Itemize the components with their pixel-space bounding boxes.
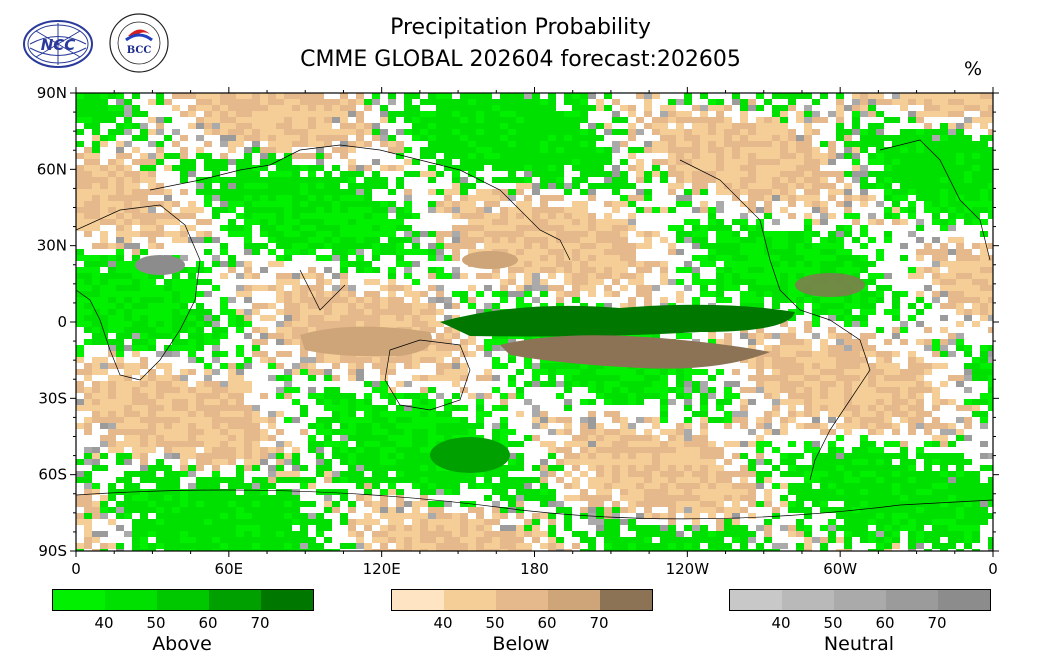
colorbar-neutral-tick: 70 <box>927 614 947 632</box>
colorbar-above-tick: 60 <box>198 614 218 632</box>
colorbar-neutral-tick: 40 <box>771 614 791 632</box>
lon-tick-label: 120W <box>666 560 710 578</box>
colorbar-above-tick: 40 <box>94 614 114 632</box>
colorbar-below <box>391 589 653 611</box>
lon-tick-label: 120E <box>363 560 401 578</box>
colorbar-below-tick: 50 <box>485 614 505 632</box>
colorbar-above-label: Above <box>152 633 212 655</box>
colorbar-swatch <box>886 590 938 610</box>
lat-tick-label: 0 <box>57 313 67 331</box>
colorbar-swatch <box>157 590 209 610</box>
coastlines <box>76 139 993 520</box>
lat-tick-label: 90S <box>38 542 67 560</box>
colorbar-swatch <box>548 590 600 610</box>
colorbar-above <box>52 589 314 611</box>
colorbar-neutral-tick: 50 <box>823 614 843 632</box>
colorbar-swatch <box>938 590 990 610</box>
colorbar-swatch <box>730 590 782 610</box>
colorbar-swatch <box>444 590 496 610</box>
colorbar-above-tick: 70 <box>250 614 270 632</box>
colorbar-swatch <box>209 590 261 610</box>
colorbar-below-label: Below <box>492 633 550 655</box>
lat-tick-label: 30S <box>38 389 67 407</box>
colorbar-neutral-label: Neutral <box>823 633 895 655</box>
colorbar-swatch <box>261 590 313 610</box>
svg-text:NCC: NCC <box>41 36 76 54</box>
colorbar-swatch <box>392 590 444 610</box>
lon-tick-label: 60W <box>823 560 857 578</box>
lat-tick-label: 90N <box>37 84 67 102</box>
bcc-logo-icon: BCC <box>109 13 169 73</box>
colorbar-swatch <box>105 590 157 610</box>
colorbar-swatch <box>496 590 548 610</box>
colorbar-below-tick: 70 <box>589 614 609 632</box>
lon-tick-label: 60E <box>215 560 244 578</box>
colorbar-neutral <box>729 589 991 611</box>
lat-tick-label: 30N <box>37 237 67 255</box>
lat-tick-label: 60S <box>38 466 67 484</box>
lat-tick-label: 60N <box>37 160 67 178</box>
colorbar-neutral-tick: 60 <box>875 614 895 632</box>
colorbar-above-tick: 50 <box>146 614 166 632</box>
lon-tick-label: 0 <box>988 560 998 578</box>
colorbar-swatch <box>834 590 886 610</box>
colorbar-below-tick: 60 <box>537 614 557 632</box>
colorbar-swatch <box>53 590 105 610</box>
lon-tick-label: 180 <box>520 560 549 578</box>
ncc-logo-icon: NCC <box>23 20 93 68</box>
colorbar-swatch <box>782 590 834 610</box>
unit-label: % <box>964 58 983 80</box>
colorbar-swatch <box>600 590 652 610</box>
title-line-2: CMME GLOBAL 202604 forecast:202605 <box>300 47 741 72</box>
svg-text:BCC: BCC <box>127 45 152 56</box>
lon-tick-label: 0 <box>71 560 81 578</box>
title-line-1: Precipitation Probability <box>390 15 651 40</box>
colorbar-below-tick: 40 <box>433 614 453 632</box>
